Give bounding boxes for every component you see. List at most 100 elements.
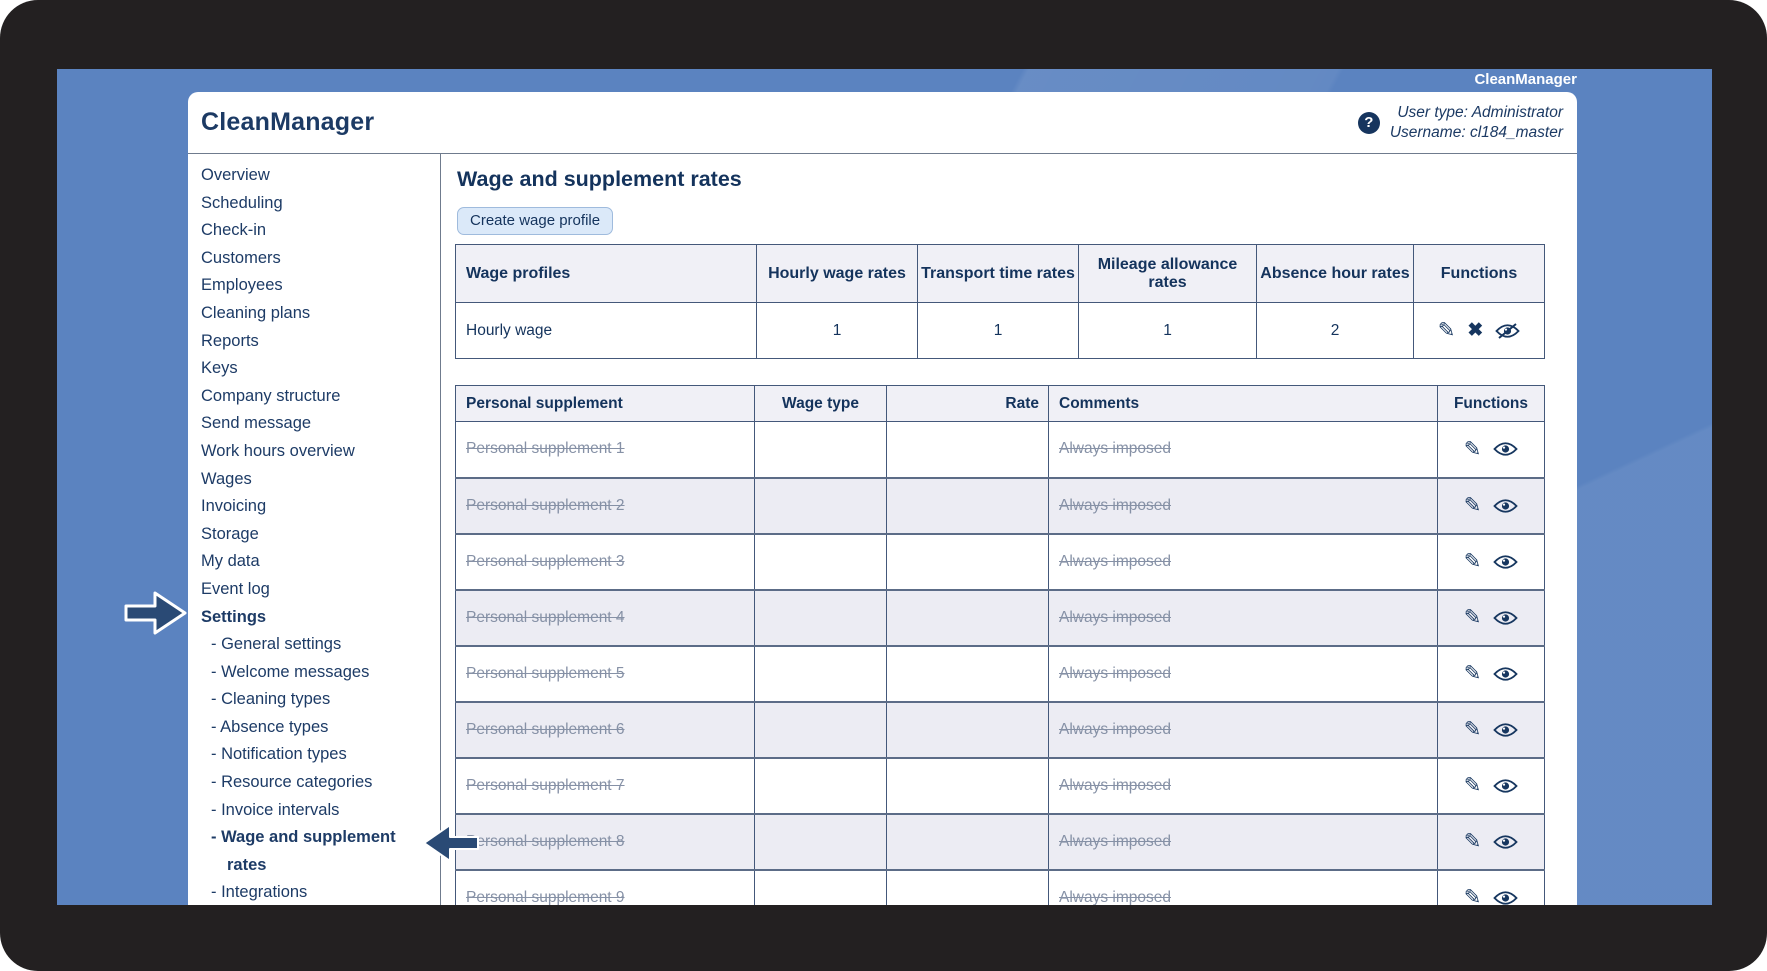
sidebar-item-notification-types[interactable]: - Notification types	[211, 745, 347, 764]
edit-icon[interactable]: ✎	[1463, 437, 1482, 461]
show-icon[interactable]	[1493, 498, 1519, 514]
personal-supplement-row: Personal supplement 3 Always imposed ✎	[455, 533, 1545, 590]
supplement-name: Personal supplement 2	[455, 477, 755, 534]
sidebar-item-cleaning-types[interactable]: - Cleaning types	[211, 690, 331, 709]
personal-supplement-row: Personal supplement 4 Always imposed ✎	[455, 589, 1545, 646]
sidebar-item-keys[interactable]: Keys	[201, 359, 238, 378]
supplement-wage-type	[754, 701, 887, 758]
supplement-rate	[886, 533, 1049, 590]
edit-icon[interactable]: ✎	[1463, 830, 1482, 853]
transport-time-rates-value: 1	[917, 302, 1079, 359]
sidebar-item-reports[interactable]: Reports	[201, 331, 259, 350]
mileage-allowance-rates-value: 1	[1078, 302, 1257, 359]
supplement-name: Personal supplement 4	[455, 589, 755, 646]
show-icon[interactable]	[1493, 441, 1519, 457]
column-header-transport-time-rates: Transport time rates	[917, 244, 1079, 303]
sidebar-item-absence-types[interactable]: - Absence types	[211, 717, 329, 736]
supplement-rate	[886, 645, 1049, 702]
show-icon[interactable]	[1493, 834, 1519, 850]
desktop-background: CleanManager CleanManager ? User type: A…	[57, 69, 1712, 905]
personal-supplement-table: Personal supplement Wage type Rate Comments…	[455, 385, 1545, 905]
edit-icon[interactable]: ✎	[1437, 319, 1456, 342]
help-icon[interactable]: ?	[1357, 111, 1380, 134]
functions-cell: ✎	[1437, 757, 1545, 814]
functions-cell: ✎	[1437, 645, 1545, 702]
sidebar-item-settings[interactable]: Settings	[201, 607, 267, 626]
column-header-wage-profiles: Wage profiles	[455, 244, 757, 303]
edit-icon[interactable]: ✎	[1463, 886, 1482, 905]
column-header-mileage-allowance-rates: Mileage allowance rates	[1078, 244, 1257, 303]
sidebar-item-general-settings[interactable]: - General settings	[211, 635, 342, 654]
sidebar-item-company-structure[interactable]: Company structure	[201, 386, 341, 405]
sidebar-item-overview[interactable]: Overview	[201, 166, 270, 184]
supplement-comments: Always imposed	[1048, 477, 1438, 534]
page-title: Wage and supplement rates	[457, 167, 742, 191]
sidebar-item-customers[interactable]: Customers	[201, 248, 281, 267]
show-icon[interactable]	[1493, 554, 1519, 570]
sidebar-item-cleaning-plans[interactable]: Cleaning plans	[201, 303, 311, 322]
supplement-rate	[886, 757, 1049, 814]
sidebar-item-event-log[interactable]: Event log	[201, 579, 270, 598]
hide-icon[interactable]	[1495, 322, 1521, 339]
supplement-rate	[886, 421, 1049, 478]
sidebar-item-welcome-messages[interactable]: - Welcome messages	[211, 662, 370, 681]
supplement-comments: Always imposed	[1048, 589, 1438, 646]
functions-cell: ✎	[1437, 813, 1545, 870]
functions-cell: ✎	[1437, 701, 1545, 758]
edit-icon[interactable]: ✎	[1463, 718, 1482, 741]
personal-supplement-row: Personal supplement 9 Always imposed ✎	[455, 869, 1545, 905]
sidebar-item-work-hours-overview[interactable]: Work hours overview	[201, 441, 355, 460]
username-label: Username: cl184_master	[1389, 123, 1563, 141]
column-header-rate: Rate	[886, 385, 1049, 422]
personal-supplement-row: Personal supplement 6 Always imposed ✎	[455, 701, 1545, 758]
sidebar-item-integrations[interactable]: - Integrations	[211, 883, 308, 902]
sidebar-item-send-message[interactable]: Send message	[201, 414, 312, 433]
supplement-name: Personal supplement 9	[455, 869, 755, 905]
show-icon[interactable]	[1493, 890, 1519, 905]
supplement-comments: Always imposed	[1048, 533, 1438, 590]
sidebar-item-wage-and-supplement-rates[interactable]: - Wage and supplement rates	[211, 828, 396, 874]
supplement-rate	[886, 869, 1049, 905]
wage-profiles-table: Wage profiles Hourly wage rates Transport …	[455, 244, 1545, 359]
supplement-comments: Always imposed	[1048, 701, 1438, 758]
sidebar-item-wages[interactable]: Wages	[201, 469, 252, 488]
show-icon[interactable]	[1493, 722, 1519, 738]
show-icon[interactable]	[1493, 778, 1519, 794]
show-icon[interactable]	[1493, 610, 1519, 626]
app-window: CleanManager ? User type: Administrator …	[188, 92, 1577, 905]
supplement-name: Personal supplement 7	[455, 757, 755, 814]
supplement-name: Personal supplement 1	[455, 421, 755, 478]
sidebar-item-storage[interactable]: Storage	[201, 524, 259, 543]
supplement-wage-type	[754, 869, 887, 905]
sidebar-item-resource-categories[interactable]: - Resource categories	[211, 773, 373, 792]
create-wage-profile-button[interactable]: Create wage profile	[457, 207, 614, 235]
supplement-comments: Always imposed	[1048, 645, 1438, 702]
sidebar-item-invoice-intervals[interactable]: - Invoice intervals	[211, 800, 340, 819]
sidebar-item-check-in[interactable]: Check-in	[201, 221, 267, 240]
delete-icon[interactable]: ✖	[1467, 320, 1484, 341]
user-info-block: ? User type: Administrator Username: cl1…	[1357, 103, 1563, 143]
functions-cell: ✎	[1437, 533, 1545, 590]
edit-icon[interactable]: ✎	[1463, 550, 1482, 573]
edit-icon[interactable]: ✎	[1463, 774, 1482, 797]
edit-icon[interactable]: ✎	[1463, 494, 1482, 517]
absence-hour-rates-value: 2	[1256, 302, 1414, 359]
supplement-comments: Always imposed	[1048, 421, 1438, 478]
show-icon[interactable]	[1493, 666, 1519, 682]
annotation-arrow-wage-rates	[423, 824, 479, 862]
sidebar-item-employees[interactable]: Employees	[201, 276, 283, 295]
sidebar-item-invoicing[interactable]: Invoicing	[201, 497, 267, 516]
sidebar-item-my-data[interactable]: My data	[201, 552, 260, 571]
personal-supplement-row: Personal supplement 7 Always imposed ✎	[455, 757, 1545, 814]
supplement-rate	[886, 813, 1049, 870]
column-header-comments: Comments	[1048, 385, 1438, 422]
supplement-name: Personal supplement 3	[455, 533, 755, 590]
edit-icon[interactable]: ✎	[1463, 662, 1482, 685]
edit-icon[interactable]: ✎	[1463, 606, 1482, 629]
sidebar-item-scheduling[interactable]: Scheduling	[201, 193, 283, 212]
column-header-personal-supplement: Personal supplement	[455, 385, 755, 422]
supplement-rate	[886, 701, 1049, 758]
column-header-functions: Functions	[1413, 244, 1545, 303]
app-logo: CleanManager	[201, 108, 375, 136]
